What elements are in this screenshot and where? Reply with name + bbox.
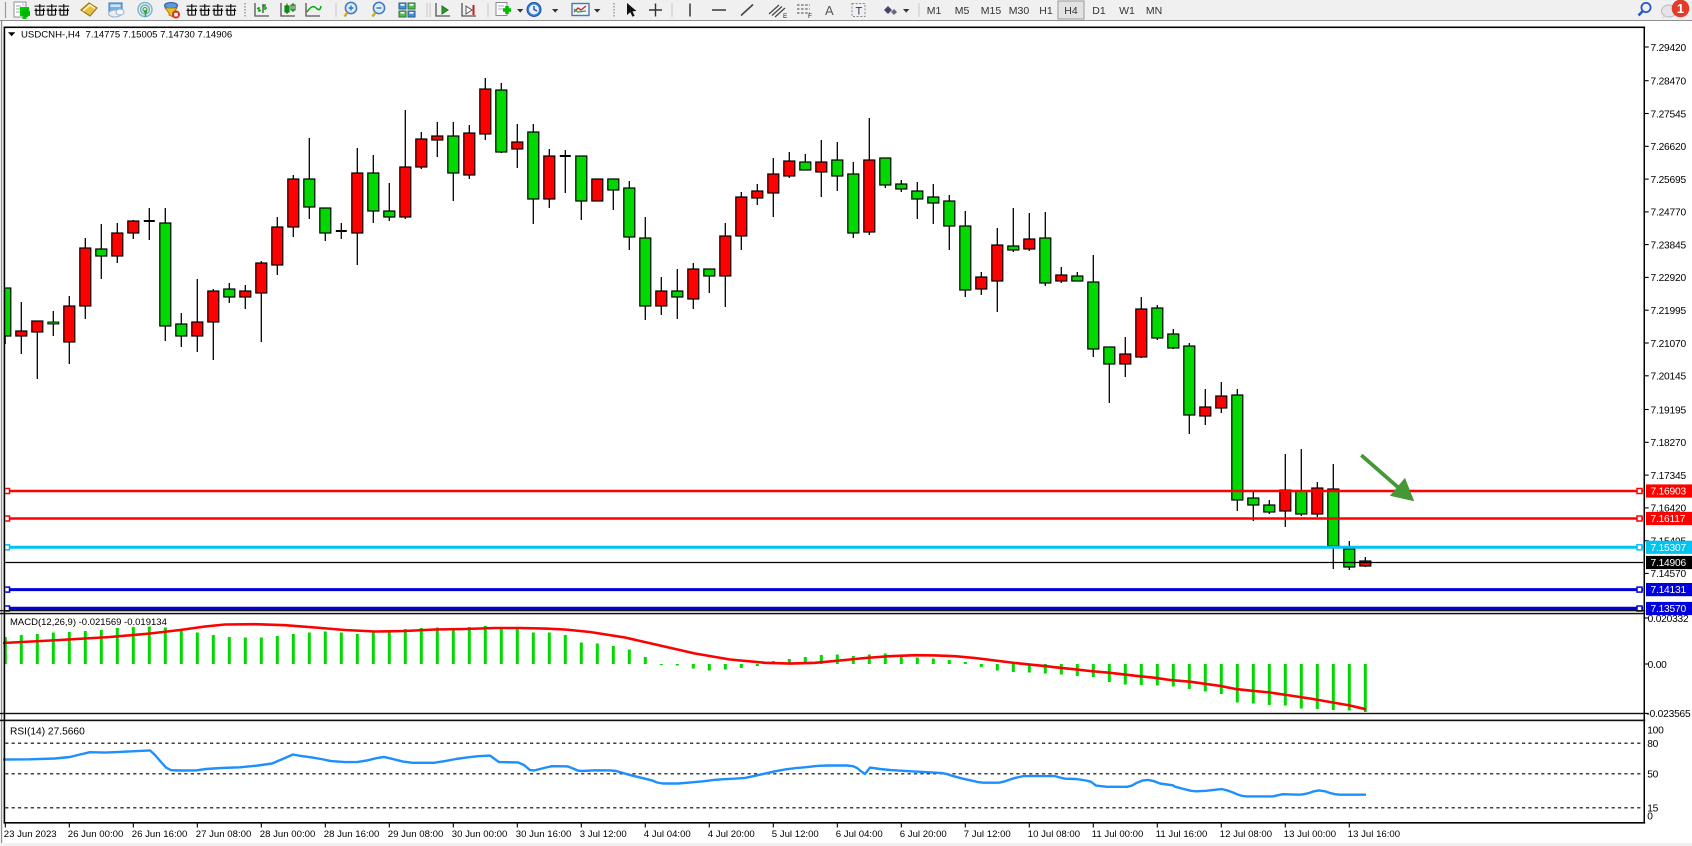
svg-text:12 Jul 08:00: 12 Jul 08:00 — [1220, 829, 1272, 840]
svg-text:4 Jul 20:00: 4 Jul 20:00 — [708, 829, 755, 840]
svg-text:7.14570: 7.14570 — [1651, 569, 1687, 580]
svg-text:7.26620: 7.26620 — [1651, 142, 1687, 153]
svg-text:3 Jul 12:00: 3 Jul 12:00 — [580, 829, 627, 840]
svg-text:F: F — [808, 13, 812, 20]
svg-text:4 Jul 04:00: 4 Jul 04:00 — [644, 829, 691, 840]
svg-text:0.020332: 0.020332 — [1648, 614, 1689, 625]
svg-text:11 Jul 16:00: 11 Jul 16:00 — [1156, 829, 1208, 840]
svg-text:H4: H4 — [1064, 5, 1078, 17]
svg-text:7.21070: 7.21070 — [1651, 339, 1687, 350]
svg-text:7.18270: 7.18270 — [1651, 438, 1687, 449]
svg-text:7.16117: 7.16117 — [1651, 514, 1686, 525]
svg-text:7.14131: 7.14131 — [1651, 585, 1687, 596]
svg-text:M30: M30 — [1009, 5, 1030, 17]
svg-text:7.29420: 7.29420 — [1651, 43, 1687, 54]
svg-text:6 Jul 20:00: 6 Jul 20:00 — [900, 829, 947, 840]
svg-text:M1: M1 — [927, 5, 942, 17]
svg-text:A: A — [825, 3, 834, 18]
svg-text:28 Jun 00:00: 28 Jun 00:00 — [260, 829, 315, 840]
svg-text:80: 80 — [1647, 739, 1658, 750]
svg-text:E: E — [783, 13, 788, 20]
svg-text:26 Jun 16:00: 26 Jun 16:00 — [132, 829, 187, 840]
svg-text:26 Jun 00:00: 26 Jun 00:00 — [68, 829, 123, 840]
svg-text:MN: MN — [1146, 5, 1162, 17]
svg-text:7.27545: 7.27545 — [1651, 109, 1687, 120]
svg-text:7.24770: 7.24770 — [1651, 208, 1687, 219]
svg-text:7.23845: 7.23845 — [1651, 240, 1687, 251]
svg-text:7.22920: 7.22920 — [1651, 273, 1687, 284]
svg-text:MACD(12,26,9) -0.021569 -0.019: MACD(12,26,9) -0.021569 -0.019134 — [10, 617, 167, 628]
svg-text:M5: M5 — [955, 5, 970, 17]
svg-text:27 Jun 08:00: 27 Jun 08:00 — [196, 829, 251, 840]
svg-text:7.13570: 7.13570 — [1651, 604, 1687, 615]
svg-text:7.16420: 7.16420 — [1651, 504, 1687, 515]
svg-text:29 Jun 08:00: 29 Jun 08:00 — [388, 829, 443, 840]
svg-text:7.25695: 7.25695 — [1651, 175, 1687, 186]
svg-text:0: 0 — [1647, 811, 1653, 822]
svg-text:7.14906: 7.14906 — [1651, 558, 1687, 569]
svg-text:7 Jul 12:00: 7 Jul 12:00 — [964, 829, 1011, 840]
svg-text:7.20145: 7.20145 — [1651, 372, 1687, 383]
svg-text:RSI(14) 27.5660: RSI(14) 27.5660 — [10, 727, 85, 738]
svg-text:13 Jul 16:00: 13 Jul 16:00 — [1348, 829, 1400, 840]
svg-text:H1: H1 — [1039, 5, 1053, 17]
svg-text:T: T — [856, 6, 863, 18]
svg-text:D1: D1 — [1092, 5, 1106, 17]
svg-text:15: 15 — [1647, 804, 1658, 815]
svg-text:M15: M15 — [981, 5, 1002, 17]
svg-text:7.28470: 7.28470 — [1651, 77, 1687, 88]
svg-text:7.21995: 7.21995 — [1651, 306, 1687, 317]
svg-text:7.15307: 7.15307 — [1651, 543, 1687, 554]
svg-text:W1: W1 — [1119, 5, 1135, 17]
svg-text:30 Jun 00:00: 30 Jun 00:00 — [452, 829, 507, 840]
svg-text:23 Jun 2023: 23 Jun 2023 — [4, 829, 57, 840]
svg-text:7.16903: 7.16903 — [1651, 487, 1687, 498]
svg-text:USDCNH-,H4 7.14775 7.15005 7.: USDCNH-,H4 7.14775 7.15005 7.14730 7.149… — [21, 30, 232, 41]
svg-text:6 Jul 04:00: 6 Jul 04:00 — [836, 829, 883, 840]
svg-text:1: 1 — [1677, 1, 1684, 16]
svg-text:30 Jun 16:00: 30 Jun 16:00 — [516, 829, 571, 840]
svg-text:5 Jul 12:00: 5 Jul 12:00 — [772, 829, 819, 840]
svg-text:11 Jul 00:00: 11 Jul 00:00 — [1092, 829, 1144, 840]
svg-text:13 Jul 00:00: 13 Jul 00:00 — [1284, 829, 1336, 840]
svg-text:100: 100 — [1647, 725, 1664, 736]
svg-text:0.00: 0.00 — [1648, 660, 1668, 671]
svg-text:7.19195: 7.19195 — [1651, 405, 1687, 416]
svg-text:7.17345: 7.17345 — [1651, 471, 1687, 482]
svg-text:50: 50 — [1647, 770, 1658, 781]
svg-text:28 Jun 16:00: 28 Jun 16:00 — [324, 829, 379, 840]
svg-text:10 Jul 08:00: 10 Jul 08:00 — [1028, 829, 1080, 840]
svg-text:-0.023565: -0.023565 — [1646, 709, 1691, 720]
